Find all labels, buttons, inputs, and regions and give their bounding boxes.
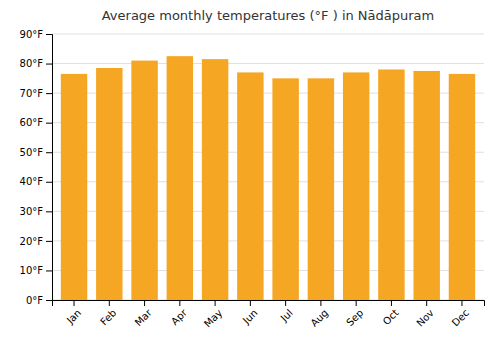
bar xyxy=(272,78,298,300)
bar xyxy=(96,68,122,300)
x-tick-label: Aug xyxy=(309,307,331,329)
y-tick: 30°F xyxy=(20,206,52,217)
bar xyxy=(449,74,475,300)
title: Average monthly temperatures (°F ) in Nā… xyxy=(102,8,435,23)
x-tick: Aug xyxy=(309,300,331,329)
y-tick-mark xyxy=(46,182,52,183)
y-tick-label: 70°F xyxy=(20,88,44,99)
bar xyxy=(202,59,228,300)
bar xyxy=(343,72,369,300)
bar xyxy=(237,72,263,300)
y-tick-mark xyxy=(46,64,52,65)
x-tick-label: Dec xyxy=(450,307,471,328)
x-tick-label: Mar xyxy=(133,306,155,328)
x-tick-label: Nov xyxy=(414,307,436,329)
bar xyxy=(308,78,334,300)
y-tick: 80°F xyxy=(20,58,52,69)
bar xyxy=(378,69,404,300)
x-tick-mark xyxy=(144,300,145,306)
x-tick: Jun xyxy=(240,300,260,327)
x-tick-mark xyxy=(356,300,357,306)
grid-line xyxy=(52,34,484,35)
x-tick-mark xyxy=(74,300,75,306)
y-tick: 60°F xyxy=(20,117,52,128)
chart: 0°F 10°F 20°F 30°F 40°F 50°F 60°F 70°F 80°F 90°F J… xyxy=(0,0,500,350)
x-tick-mark xyxy=(320,300,321,306)
x-tick-mark xyxy=(109,300,110,306)
y-tick: 70°F xyxy=(20,88,52,99)
x-tick: Apr xyxy=(169,300,190,327)
y-tick-label: 10°F xyxy=(20,265,44,276)
x-tick: Jan xyxy=(64,300,83,326)
x-tick-mark xyxy=(426,300,427,306)
y-tick: 10°F xyxy=(20,265,52,276)
x-tick-label: Feb xyxy=(98,307,118,327)
x-axis-line xyxy=(53,301,485,307)
y-tick-mark xyxy=(46,211,52,212)
x-tick: Dec xyxy=(450,300,471,329)
y-tick-mark xyxy=(46,270,52,271)
y-tick-label: 20°F xyxy=(20,236,44,247)
x-tick: Jul xyxy=(278,300,295,324)
x-tick-mark xyxy=(461,300,462,306)
x-tick: Oct xyxy=(381,300,401,327)
x-tick: May xyxy=(202,300,224,329)
bar xyxy=(413,71,439,300)
x-tick-mark xyxy=(215,300,216,306)
x-tick-label: Jan xyxy=(64,307,83,326)
y-tick-mark xyxy=(46,152,52,153)
y-tick-mark xyxy=(46,93,52,94)
bar xyxy=(61,74,87,300)
x-tick-mark xyxy=(250,300,251,306)
y-tick-label: 40°F xyxy=(20,176,44,187)
y-tick-label: 0°F xyxy=(26,295,43,306)
y-tick: 50°F xyxy=(20,147,52,158)
x-axis: Jan Feb Mar Apr May Jun Jul Aug Sep Oct Nov Dec xyxy=(53,300,485,329)
y-tick: 40°F xyxy=(20,176,52,187)
y-tick-mark xyxy=(46,34,52,35)
x-tick: Mar xyxy=(133,300,155,328)
x-tick-label: May xyxy=(202,307,224,329)
y-tick-label: 30°F xyxy=(20,206,44,217)
y-tick-label: 80°F xyxy=(20,58,44,69)
x-tick-label: Jul xyxy=(278,307,295,324)
y-axis: 0°F 10°F 20°F 30°F 40°F 50°F 60°F 70°F 80°F 90°F xyxy=(20,29,53,306)
y-tick-label: 60°F xyxy=(20,117,44,128)
bar xyxy=(131,61,157,300)
y-tick-label: 90°F xyxy=(20,29,44,40)
y-tick-mark xyxy=(46,300,52,301)
x-tick-mark xyxy=(179,300,180,306)
y-tick: 0°F xyxy=(26,295,52,306)
bar xyxy=(167,56,193,300)
x-tick: Feb xyxy=(98,300,118,327)
y-tick-mark xyxy=(46,241,52,242)
plot-area xyxy=(61,56,475,300)
x-tick-label: Apr xyxy=(169,306,190,327)
y-tick-mark xyxy=(46,123,52,124)
x-tick-label: Jun xyxy=(240,307,260,327)
x-tick: Nov xyxy=(414,300,436,329)
x-tick-mark xyxy=(391,300,392,306)
x-tick-label: Oct xyxy=(381,307,401,327)
y-axis-line xyxy=(46,35,53,301)
y-tick: 90°F xyxy=(20,29,52,40)
x-tick: Sep xyxy=(344,300,365,328)
y-tick-label: 50°F xyxy=(20,147,44,158)
x-tick-label: Sep xyxy=(344,307,365,328)
y-tick: 20°F xyxy=(20,236,52,247)
x-tick-mark xyxy=(285,300,286,306)
grid xyxy=(52,34,484,300)
grid-line xyxy=(52,63,484,64)
